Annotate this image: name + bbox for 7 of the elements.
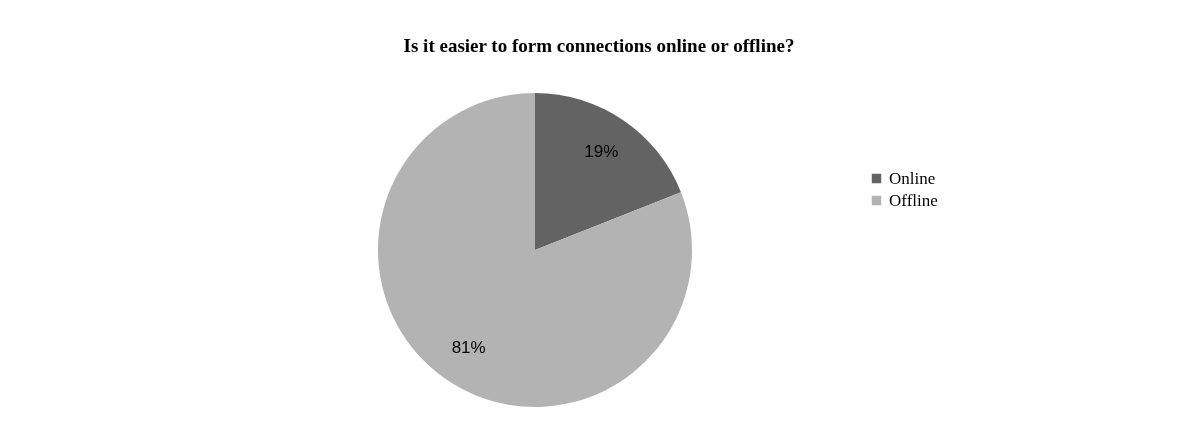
chart-title: Is it easier to form connections online or offline?: [403, 35, 795, 56]
legend-label: Online: [889, 168, 936, 188]
legend-label: Offline: [889, 190, 938, 210]
data-label: 19%: [584, 142, 619, 162]
pie-slice: [378, 93, 692, 407]
pie-slice: [535, 93, 681, 250]
data-label: 81%: [451, 337, 486, 357]
